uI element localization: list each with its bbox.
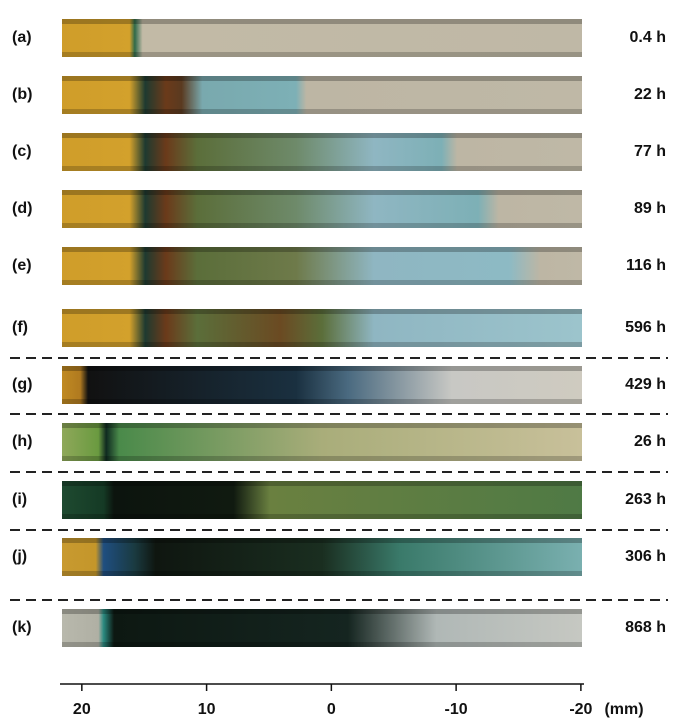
tube-shade [62,190,582,195]
time-label: 22 h [634,86,666,103]
tube [62,366,582,404]
tube-shade [62,76,582,81]
panel-label: (i) [12,491,27,508]
tube-shade [62,399,582,404]
tube [62,538,582,576]
tube-shade [62,166,582,171]
tube-shade [62,223,582,228]
tube-shade [62,366,582,371]
time-label: 306 h [625,548,666,565]
tick-label: 20 [73,701,91,718]
tube-shade [62,133,582,138]
tube-shade [62,538,582,543]
panel-label: (k) [12,619,32,636]
tube [62,609,582,647]
tick-label: -10 [445,701,468,718]
tube-shade [62,514,582,519]
tube [62,133,582,171]
tube-shade [62,52,582,57]
tube-shade [62,247,582,252]
tube-shade [62,571,582,576]
panel-label: (f) [12,319,28,336]
tube [62,19,582,57]
time-label: 89 h [634,200,666,217]
panel-label: (a) [12,29,32,46]
figure: (a) 0.4 h (b) 22 h (c) 77 h (d) 89 h (e) 116 h (f)… [0,0,679,722]
panel-label: (j) [12,548,27,565]
tube [62,247,582,285]
time-label: 429 h [625,376,666,393]
panel-label: (b) [12,86,32,103]
time-label: 116 h [626,257,666,274]
tube-shade [62,642,582,647]
time-label: 868 h [625,619,666,636]
tube [62,423,582,461]
tube-shade [62,109,582,114]
tube-shade [62,481,582,486]
time-label: 263 h [625,491,666,508]
tube [62,309,582,347]
tube [62,76,582,114]
tube-shade [62,19,582,24]
panel-label: (c) [12,143,32,160]
time-label: 77 h [634,143,666,160]
tube [62,190,582,228]
tube [62,481,582,519]
panel-label: (e) [12,257,32,274]
panel-label: (g) [12,376,32,393]
tube-shade [62,609,582,614]
time-label: 26 h [634,433,666,450]
panel-label: (h) [12,433,32,450]
time-label: 596 h [625,319,666,336]
tick-label: 0 [327,701,336,718]
tube-shade [62,280,582,285]
tube-shade [62,456,582,461]
tick-label: -20 [569,701,592,718]
tube-shade [62,342,582,347]
time-label: 0.4 h [630,29,666,46]
axis-unit: (mm) [604,701,643,718]
panel-label: (d) [12,200,32,217]
tube-shade [62,309,582,314]
tick-label: 10 [198,701,216,718]
tube-shade [62,423,582,428]
